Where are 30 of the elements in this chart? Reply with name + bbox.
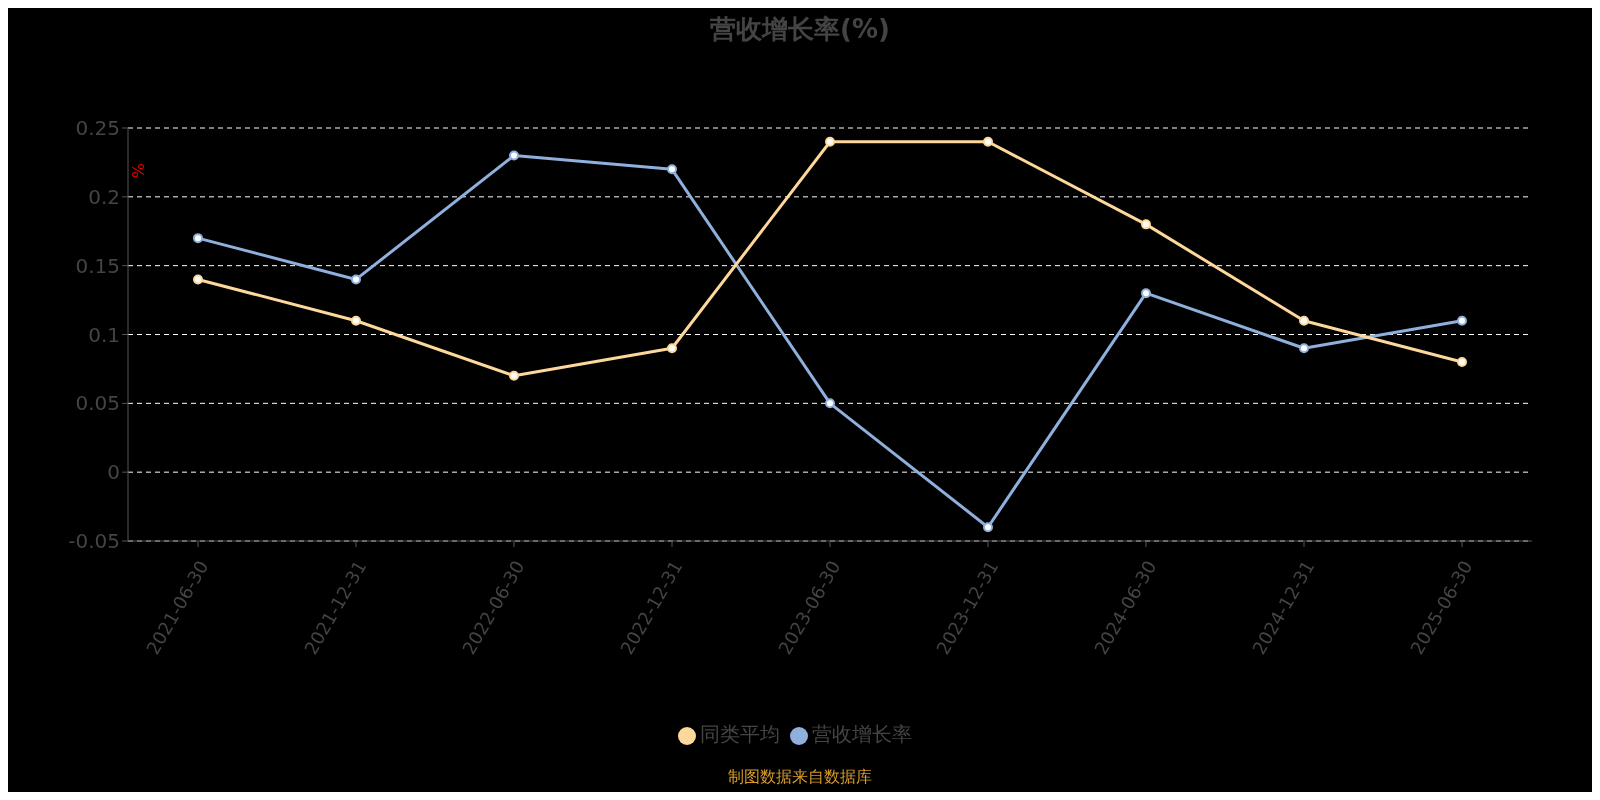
point bbox=[1141, 219, 1151, 230]
point bbox=[1299, 343, 1309, 354]
point bbox=[509, 150, 519, 161]
text: 制图数据来自数据库 bbox=[727, 767, 873, 788]
point bbox=[193, 274, 203, 285]
point bbox=[983, 136, 993, 147]
point bbox=[825, 398, 835, 409]
point bbox=[351, 315, 361, 326]
chart-title: 营收增长率(%) bbox=[709, 13, 891, 46]
point bbox=[1457, 315, 1467, 326]
y-tick-label: 0 bbox=[107, 460, 120, 485]
y-tick-label: 0.15 bbox=[75, 253, 120, 278]
point bbox=[193, 233, 203, 244]
point bbox=[1299, 315, 1309, 326]
point bbox=[351, 274, 361, 285]
point bbox=[983, 522, 993, 533]
point bbox=[825, 136, 835, 147]
point bbox=[1457, 357, 1467, 368]
y-tick-label: 0.05 bbox=[75, 391, 120, 416]
legend-label: 同类平均 bbox=[700, 722, 780, 746]
y-tick-label: 0.2 bbox=[88, 184, 120, 209]
y-tick-label: 0.1 bbox=[88, 322, 120, 347]
y-axis-title: % bbox=[129, 163, 149, 179]
y-tick-label: 0.25 bbox=[75, 116, 120, 141]
point bbox=[667, 164, 677, 175]
legend-label: 营收增长率 bbox=[812, 722, 912, 746]
y-tick-label: -0.05 bbox=[68, 529, 120, 554]
point bbox=[1141, 288, 1151, 299]
point bbox=[667, 343, 677, 354]
point bbox=[509, 370, 519, 381]
